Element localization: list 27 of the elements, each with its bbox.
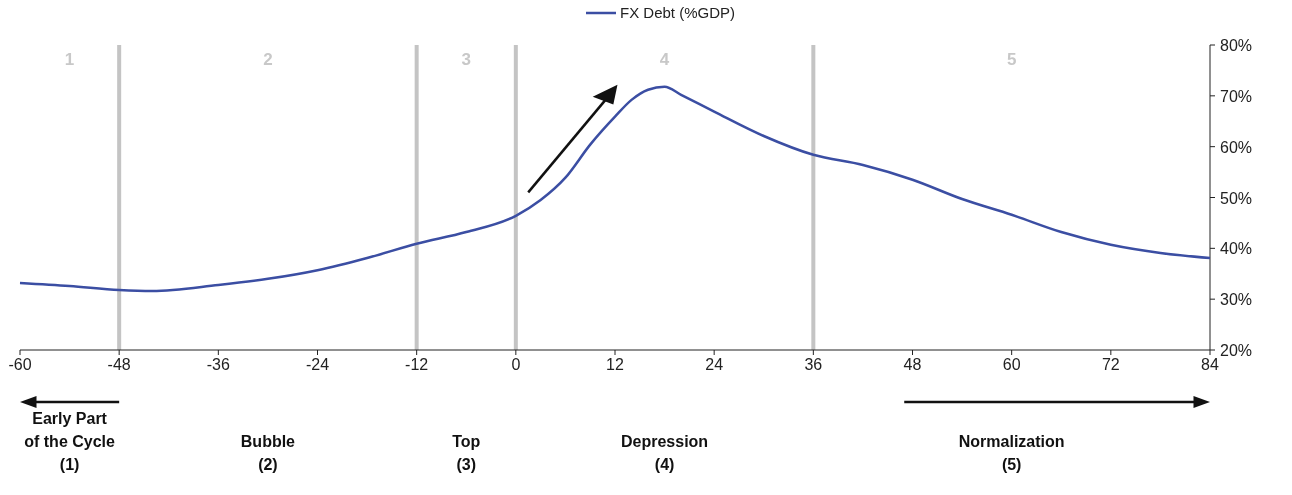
x-tick-label: 72 (1101, 356, 1120, 373)
y-tick-label: 60% (1220, 138, 1253, 156)
y-tick-label: 80% (1220, 37, 1253, 54)
x-tick-label: -24 (305, 356, 330, 373)
x-tick-label: 0 (511, 356, 521, 373)
x-tick-label: -36 (206, 356, 230, 373)
x-tick-label: 84 (1201, 356, 1219, 373)
y-tick-label: 20% (1220, 342, 1253, 359)
x-tick-label: 48 (903, 356, 922, 373)
x-tick-label: -60 (8, 356, 32, 373)
x-tick-label: 24 (705, 356, 724, 373)
x-tick-label: -48 (107, 356, 131, 373)
text: Bubble (2) (240, 433, 296, 473)
x-tick-label: 12 (606, 356, 624, 373)
legend-label: FX Debt (%GDP) (620, 4, 736, 21)
text: Normalization (5) (958, 433, 1065, 473)
y-tick-label: 40% (1220, 240, 1253, 258)
text: Early Part of the Cycle (1) (24, 410, 116, 473)
y-tick-label: 30% (1220, 291, 1253, 309)
y-tick-label: 50% (1220, 189, 1253, 207)
x-tick-label: 60 (1002, 356, 1021, 373)
text: Depression (4) (621, 433, 709, 473)
x-tick-label: -12 (405, 356, 429, 373)
x-tick-label: 36 (804, 356, 823, 373)
y-tick-label: 70% (1220, 87, 1253, 105)
text: Top (3) (452, 433, 481, 473)
line-series (18, 85, 1212, 293)
